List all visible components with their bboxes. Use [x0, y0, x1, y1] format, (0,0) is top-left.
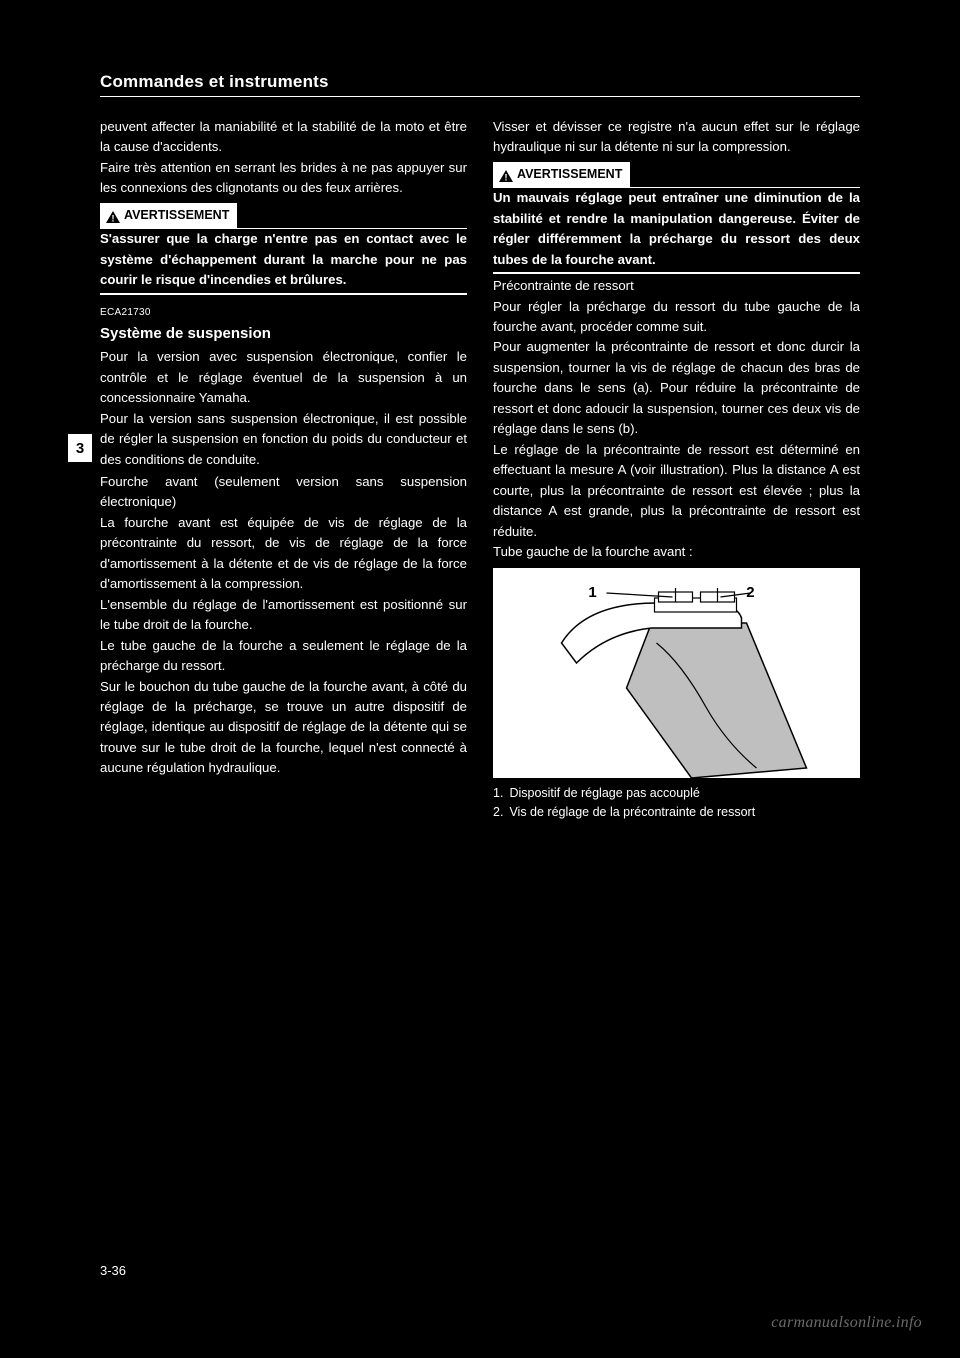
body-text: Le réglage de la précontrainte de ressor…: [493, 440, 860, 542]
body-text: Sur le bouchon du tube gauche de la four…: [100, 677, 467, 779]
body-text: Pour régler la précharge du ressort du t…: [493, 297, 860, 338]
caption-number: 2.: [493, 803, 503, 822]
body-text: Pour la version sans suspension électron…: [100, 409, 467, 470]
section-subhead: Système de suspension: [100, 322, 467, 345]
page-number: 3-36: [100, 1263, 126, 1278]
warning-box: ! AVERTISSEMENT Un mauvais réglage peut …: [493, 162, 860, 274]
figure-caption-list: 1. Dispositif de réglage pas accouplé 2.…: [493, 784, 860, 822]
eca-code: ECA21730: [100, 305, 467, 321]
warning-body: Un mauvais réglage peut entraîner une di…: [493, 188, 860, 270]
body-text: La fourche avant est équipée de vis de r…: [100, 513, 467, 595]
body-text: Précontrainte de ressort: [493, 276, 860, 296]
warning-header: ! AVERTISSEMENT: [493, 162, 860, 188]
body-text: Le tube gauche de la fourche a seulement…: [100, 636, 467, 677]
body-text: peuvent affecter la maniabilité et la st…: [100, 117, 467, 158]
column-left: peuvent affecter la maniabilité et la st…: [100, 117, 467, 822]
figure-caption-row: 1. Dispositif de réglage pas accouplé: [493, 784, 860, 803]
body-text: Tube gauche de la fourche avant :: [493, 542, 860, 562]
figure-callout-1: 1: [588, 581, 596, 604]
column-right: Visser et dévisser ce registre n'a aucun…: [493, 117, 860, 822]
warning-label-text: AVERTISSEMENT: [517, 165, 622, 184]
caption-text: Dispositif de réglage pas accouplé: [509, 784, 699, 803]
caption-number: 1.: [493, 784, 503, 803]
page-title: Commandes et instruments: [100, 72, 860, 92]
watermark-text: carmanualsonline.info: [771, 1314, 922, 1332]
body-text: L'ensemble du réglage de l'amortissement…: [100, 595, 467, 636]
warning-foot-rule: [100, 293, 467, 295]
body-text: Visser et dévisser ce registre n'a aucun…: [493, 117, 860, 158]
svg-text:!: !: [112, 213, 115, 223]
figure-callout-2: 2: [746, 581, 754, 604]
two-column-layout: peuvent affecter la maniabilité et la st…: [100, 117, 860, 822]
warning-triangle-icon: !: [106, 210, 120, 222]
body-text: Faire très attention en serrant les brid…: [100, 158, 467, 199]
warning-label-chip: ! AVERTISSEMENT: [493, 162, 630, 187]
diagram-svg: [493, 568, 860, 778]
fork-tube-diagram: 1 2: [493, 568, 860, 778]
warning-label-text: AVERTISSEMENT: [124, 206, 229, 225]
warning-header: ! AVERTISSEMENT: [100, 203, 467, 229]
warning-label-chip: ! AVERTISSEMENT: [100, 203, 237, 228]
body-text: Fourche avant (seulement version sans su…: [100, 472, 467, 513]
warning-box: ! AVERTISSEMENT S'assurer que la charge …: [100, 203, 467, 295]
header-divider: [100, 96, 860, 97]
figure-caption-row: 2. Vis de réglage de la précontrainte de…: [493, 803, 860, 822]
warning-triangle-icon: !: [499, 169, 513, 181]
manual-page: 3 Commandes et instruments peuvent affec…: [0, 0, 960, 1358]
body-text: Pour la version avec suspension électron…: [100, 347, 467, 408]
warning-foot-rule: [493, 272, 860, 274]
svg-text:!: !: [505, 172, 508, 182]
caption-text: Vis de réglage de la précontrainte de re…: [509, 803, 755, 822]
chapter-tab: 3: [68, 434, 92, 462]
body-text: Pour augmenter la précontrainte de resso…: [493, 337, 860, 439]
warning-body: S'assurer que la charge n'entre pas en c…: [100, 229, 467, 290]
